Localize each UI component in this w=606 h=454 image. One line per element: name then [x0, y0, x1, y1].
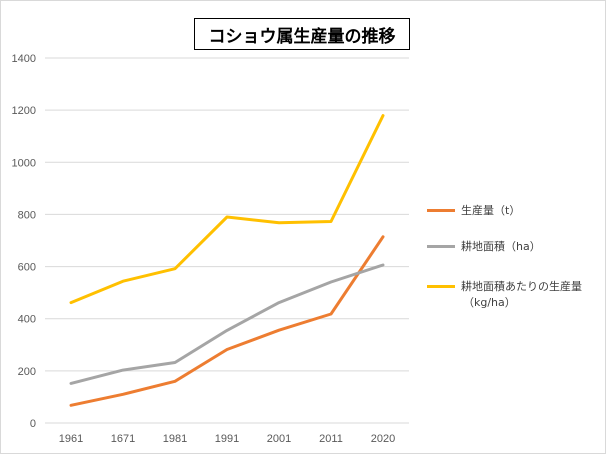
series-production-line — [69, 235, 385, 407]
legend-swatch-area — [427, 245, 455, 248]
y-tick-label: 1000 — [12, 157, 36, 169]
x-tick-label: 1961 — [59, 433, 83, 445]
y-tick-label: 200 — [18, 366, 36, 378]
x-tick-label: 1671 — [111, 433, 135, 445]
legend-label-area: 耕地面積（ha） — [461, 240, 541, 253]
y-tick-label: 1200 — [12, 105, 36, 117]
x-tick-label: 2020 — [371, 433, 395, 445]
y-tick-label: 600 — [18, 262, 36, 274]
x-tick-label: 1981 — [163, 433, 187, 445]
legend-swatch-production — [427, 209, 455, 212]
legend-label-yield-line2: （kg/ha） — [463, 296, 516, 309]
legend-label-yield: 耕地面積あたりの生産量 （kg/ha） — [461, 279, 582, 311]
x-tick-label: 2011 — [319, 433, 343, 445]
y-tick-label: 800 — [18, 209, 36, 221]
x-tick-label: 1991 — [215, 433, 239, 445]
y-tick-label: 0 — [30, 418, 36, 430]
series-yield-line — [69, 114, 385, 305]
legend-label-yield-line1: 耕地面積あたりの生産量 — [461, 280, 582, 293]
chart-title: コショウ属生産量の推移 — [194, 18, 410, 50]
x-tick-label: 2001 — [267, 433, 291, 445]
legend-label-production: 生産量（t） — [461, 204, 521, 217]
y-tick-label: 1400 — [12, 53, 36, 65]
series-area-line — [69, 263, 385, 385]
y-tick-label: 400 — [18, 314, 36, 326]
legend-swatch-yield — [427, 285, 455, 288]
